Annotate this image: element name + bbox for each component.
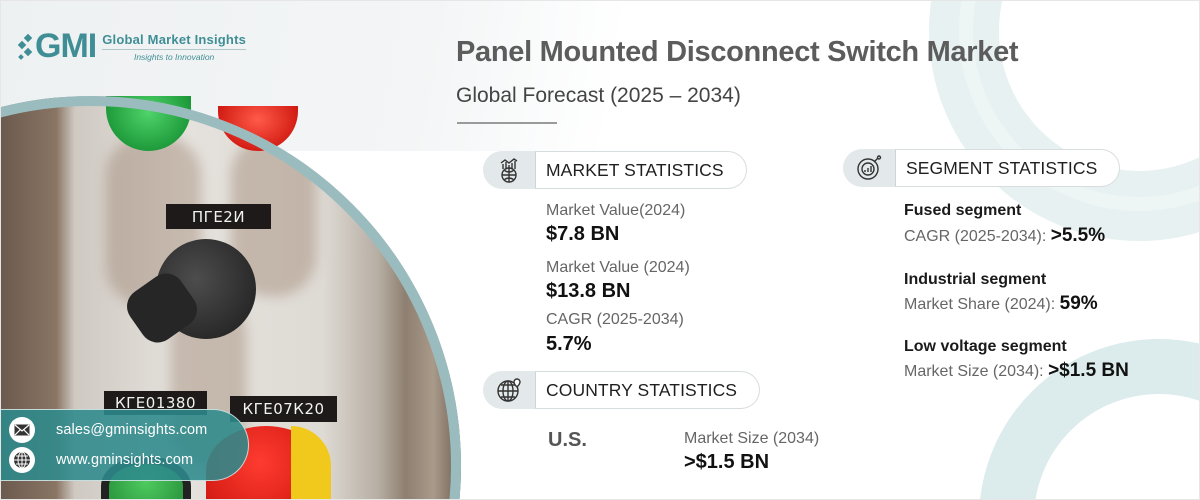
segment-metric-label: Market Size (2034): xyxy=(904,363,1049,380)
stat-value: 5.7% xyxy=(546,333,592,355)
segment-statistics-heading: SEGMENT STATISTICS xyxy=(895,149,1121,187)
globe-pin-icon xyxy=(483,371,535,409)
segment-title: Industrial segment xyxy=(904,271,1047,288)
country-name: U.S. xyxy=(548,429,587,451)
logo-diamonds-icon xyxy=(17,33,33,60)
country-metric-label: Market Size (2034) xyxy=(684,430,820,447)
segment-metric: Market Share (2024): 59% xyxy=(904,293,1098,315)
logo-mark: GMI xyxy=(17,27,97,66)
contact-website-text[interactable]: www.gminsights.com xyxy=(56,452,194,468)
market-statistics-heading: MARKET STATISTICS xyxy=(535,151,747,189)
contact-bar: sales@gminsights.com www.gminsights.com xyxy=(1,409,249,481)
contact-email-text[interactable]: sales@gminsights.com xyxy=(56,422,208,438)
segment-title: Fused segment xyxy=(904,202,1022,219)
logo-text: Global Market Insights Insights to Innov… xyxy=(102,32,247,62)
segment-metric-value: >$1.5 BN xyxy=(1048,360,1129,381)
stat-label: Market Value(2024) xyxy=(546,202,686,219)
country-statistics-header: COUNTRY STATISTICS xyxy=(483,371,761,409)
stat-label: CAGR (2025-2034) xyxy=(546,311,684,328)
chart-globe-icon xyxy=(483,151,535,189)
brand-name: Global Market Insights xyxy=(102,32,247,50)
gmi-logo: GMI Global Market Insights Insights to I… xyxy=(17,27,247,66)
envelope-icon xyxy=(9,417,35,443)
market-statistics-header: MARKET STATISTICS xyxy=(483,151,747,189)
panel-label-tag: ПГЕ2И xyxy=(166,204,271,229)
segment-title: Low voltage segment xyxy=(904,338,1067,355)
segment-metric-value: 59% xyxy=(1059,293,1098,314)
stat-label: Market Value (2024) xyxy=(546,259,690,276)
segment-chart-icon xyxy=(843,149,895,187)
brand-tagline: Insights to Innovation xyxy=(133,51,215,62)
country-statistics-heading: COUNTRY STATISTICS xyxy=(535,371,761,409)
globe-icon xyxy=(9,447,35,473)
title-divider xyxy=(457,122,557,124)
segment-metric-label: Market Share (2024): xyxy=(904,296,1060,313)
segment-metric: CAGR (2025-2034): >5.5% xyxy=(904,225,1105,247)
page-subtitle: Global Forecast (2025 – 2034) xyxy=(456,84,741,107)
stat-value: $13.8 BN xyxy=(546,280,631,302)
logo-letters: GMI xyxy=(35,27,97,65)
country-metric-value: >$1.5 BN xyxy=(684,451,770,473)
segment-metric-value: >5.5% xyxy=(1050,225,1106,246)
segment-metric-label: CAGR (2025-2034): xyxy=(904,228,1051,245)
segment-statistics-header: SEGMENT STATISTICS xyxy=(843,149,1121,187)
contact-website[interactable]: www.gminsights.com xyxy=(9,447,193,473)
contact-email[interactable]: sales@gminsights.com xyxy=(9,417,207,443)
segment-metric: Market Size (2034): >$1.5 BN xyxy=(904,360,1129,382)
page-title: Panel Mounted Disconnect Switch Market xyxy=(456,36,1019,68)
panel-label-tag: КГЕ07К20 xyxy=(230,396,337,422)
stat-value: $7.8 BN xyxy=(546,223,620,245)
